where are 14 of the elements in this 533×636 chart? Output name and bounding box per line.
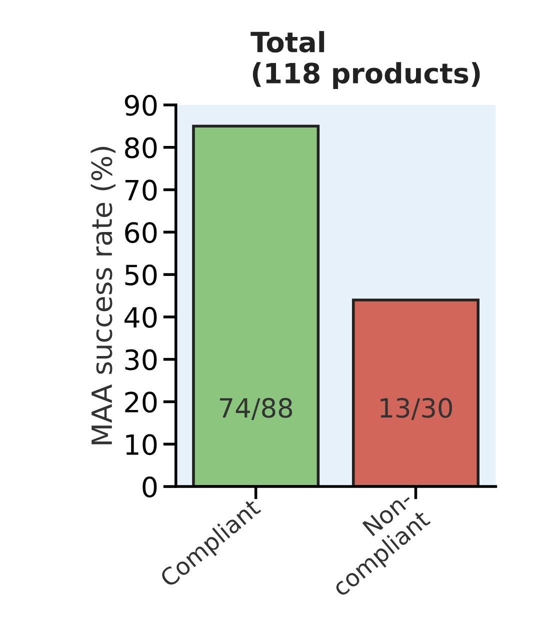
chart-title: Total (118 products) — [250, 31, 480, 90]
y-tick-label: 40 — [124, 306, 157, 328]
y-tick-label: 0 — [142, 476, 157, 498]
y-tick-label: 30 — [125, 349, 157, 370]
y-tick-label: 60 — [125, 222, 157, 244]
y-tick-label: 70 — [125, 180, 157, 201]
data-label: 13/30 — [380, 398, 452, 420]
y-tick-label: 80 — [125, 137, 157, 158]
y-tick-label: 20 — [125, 392, 157, 413]
y-tick-label: 10 — [126, 434, 157, 456]
y-tick-label: 50 — [125, 264, 157, 286]
data-label: 74/88 — [220, 398, 292, 420]
y-tick-label: 90 — [124, 94, 157, 116]
y-axis-title: MAA success rate (%) — [90, 146, 116, 444]
